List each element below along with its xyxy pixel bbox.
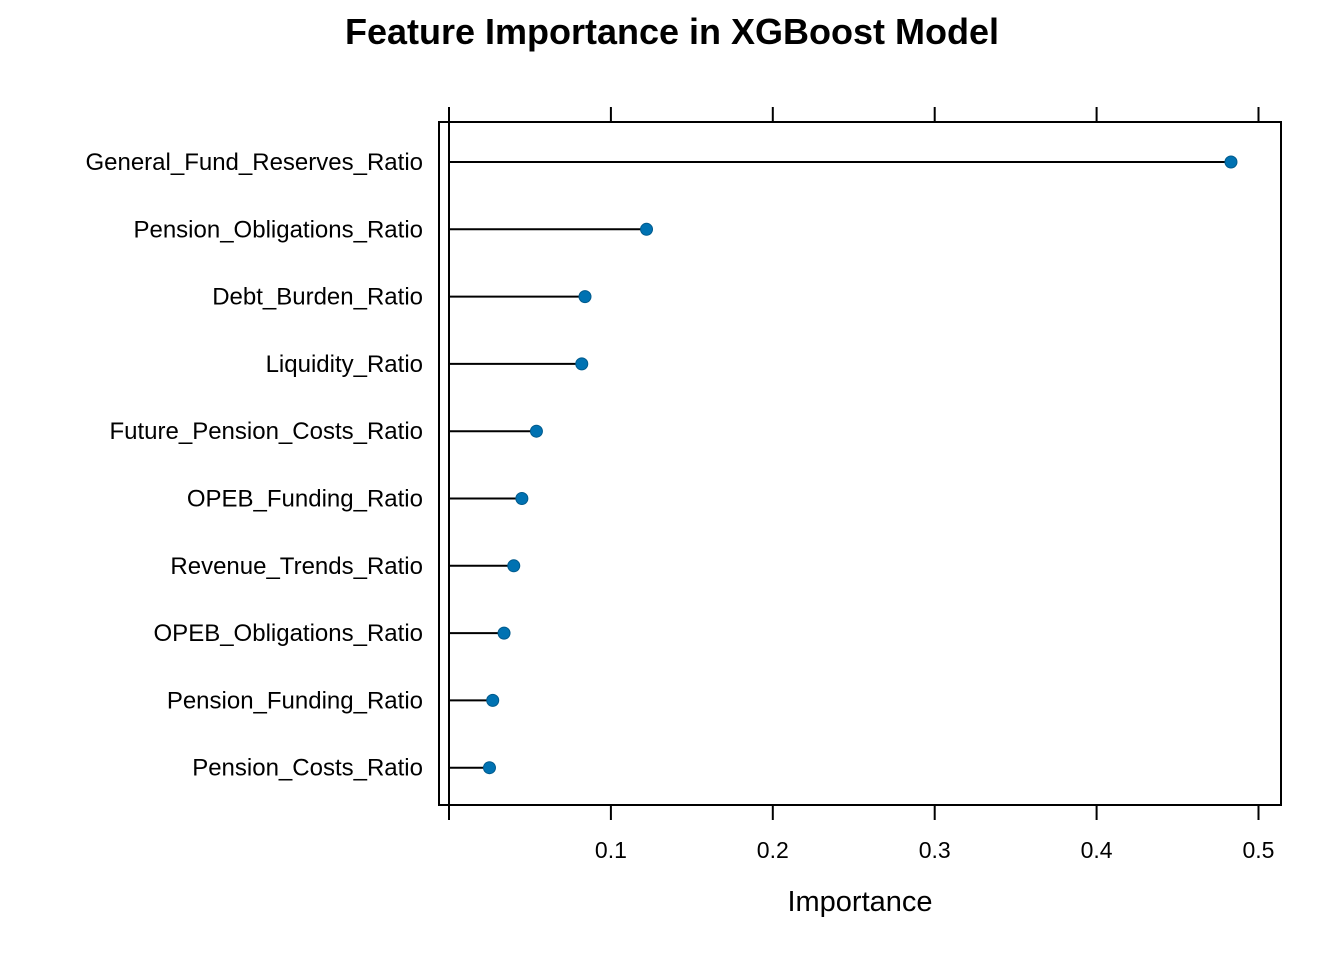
category-label: OPEB_Funding_Ratio <box>187 486 423 513</box>
category-label: Future_Pension_Costs_Ratio <box>109 418 423 445</box>
plot-frame <box>438 121 1282 806</box>
category-label: Pension_Obligations_Ratio <box>133 216 423 243</box>
category-label: Pension_Funding_Ratio <box>167 687 423 714</box>
data-point <box>640 222 654 236</box>
data-point <box>482 761 496 775</box>
x-tick-label: 0.4 <box>1081 837 1113 863</box>
data-point <box>486 693 500 707</box>
data-point <box>578 290 592 304</box>
data-point <box>529 424 543 438</box>
category-label: OPEB_Obligations_Ratio <box>154 620 423 647</box>
category-label: Liquidity_Ratio <box>266 351 423 378</box>
data-point <box>575 357 589 371</box>
category-label: Pension_Costs_Ratio <box>192 755 423 782</box>
data-point <box>497 626 511 640</box>
data-point <box>507 559 521 573</box>
data-point <box>515 492 529 505</box>
category-label: General_Fund_Reserves_Ratio <box>85 149 423 176</box>
category-label: Revenue_Trends_Ratio <box>170 553 423 580</box>
x-axis-title: Importance <box>787 886 932 918</box>
chart-title: Feature Importance in XGBoost Model <box>345 11 999 52</box>
x-tick-label: 0.5 <box>1243 837 1275 863</box>
plot-area: 0.1 0.2 0.3 0.4 0.5 General_Fund_Reserves_Rat… <box>85 107 1282 863</box>
x-tick-label: 0.3 <box>919 837 951 863</box>
data-point <box>1224 155 1238 169</box>
x-tick-label: 0.2 <box>757 837 789 863</box>
category-label: Debt_Burden_Ratio <box>212 284 423 311</box>
x-tick-label: 0.1 <box>595 837 627 863</box>
